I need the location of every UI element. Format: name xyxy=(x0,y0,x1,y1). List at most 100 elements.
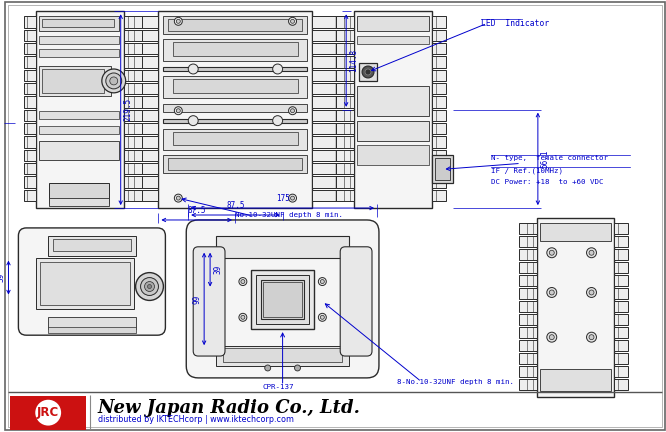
Bar xyxy=(519,340,537,351)
Bar xyxy=(42,69,104,93)
Bar xyxy=(25,96,36,108)
Bar xyxy=(519,249,537,260)
Bar xyxy=(614,327,628,338)
Bar xyxy=(357,121,429,140)
Text: LED  Indicator: LED Indicator xyxy=(482,19,549,29)
Bar xyxy=(124,163,142,175)
Circle shape xyxy=(589,250,594,255)
Bar xyxy=(129,56,159,68)
Bar xyxy=(25,176,36,188)
Bar xyxy=(129,123,159,134)
Bar xyxy=(39,16,119,31)
Bar xyxy=(129,30,159,41)
Bar xyxy=(519,379,537,390)
Text: 87.5: 87.5 xyxy=(187,206,206,215)
Bar xyxy=(25,56,36,68)
Bar xyxy=(519,353,537,364)
Bar xyxy=(129,163,159,175)
Bar xyxy=(25,163,36,175)
Bar xyxy=(124,56,142,68)
Bar xyxy=(216,236,349,258)
Bar xyxy=(357,36,429,44)
Bar xyxy=(129,16,159,28)
Bar xyxy=(25,30,36,41)
Text: 87.5: 87.5 xyxy=(226,201,244,210)
Circle shape xyxy=(318,278,326,286)
Bar xyxy=(124,110,142,121)
Bar xyxy=(614,275,628,286)
Bar xyxy=(537,218,614,397)
Bar xyxy=(25,137,36,148)
Bar xyxy=(124,190,142,201)
Bar xyxy=(39,36,119,44)
Bar xyxy=(163,76,308,98)
Circle shape xyxy=(35,400,61,426)
Text: 114.8: 114.8 xyxy=(349,49,358,72)
Bar xyxy=(312,150,342,161)
Text: distributed by IKTECHcorp | www.iktechcorp.com: distributed by IKTECHcorp | www.iktechco… xyxy=(98,415,294,424)
Bar xyxy=(519,223,537,234)
Bar xyxy=(39,111,119,119)
Bar xyxy=(159,11,312,208)
Circle shape xyxy=(264,365,270,371)
Bar xyxy=(614,288,628,299)
Circle shape xyxy=(589,335,594,340)
Bar xyxy=(36,258,134,309)
Circle shape xyxy=(290,19,294,23)
FancyBboxPatch shape xyxy=(19,228,165,335)
Bar xyxy=(39,49,119,57)
Bar xyxy=(519,366,537,377)
Circle shape xyxy=(176,19,180,23)
Circle shape xyxy=(272,116,282,126)
Bar xyxy=(614,223,628,234)
Circle shape xyxy=(288,194,296,202)
Bar xyxy=(336,110,354,121)
Bar xyxy=(216,346,349,366)
Bar xyxy=(336,16,354,28)
Bar xyxy=(614,236,628,247)
Bar xyxy=(25,190,36,201)
Bar xyxy=(432,163,446,175)
Bar xyxy=(163,129,308,150)
Circle shape xyxy=(241,315,245,319)
Circle shape xyxy=(106,73,122,89)
Bar xyxy=(11,396,86,429)
Circle shape xyxy=(549,250,554,255)
Bar xyxy=(432,110,446,121)
Bar xyxy=(129,137,159,148)
Bar xyxy=(39,140,119,160)
Bar xyxy=(432,70,446,81)
Bar xyxy=(312,163,342,175)
Bar xyxy=(357,86,429,116)
Bar xyxy=(25,123,36,134)
Bar xyxy=(540,223,611,241)
Bar xyxy=(432,176,446,188)
Bar xyxy=(519,301,537,312)
Bar xyxy=(25,70,36,81)
Bar xyxy=(432,150,446,161)
Circle shape xyxy=(176,196,180,200)
Bar xyxy=(39,66,111,96)
Bar xyxy=(124,176,142,188)
Circle shape xyxy=(145,282,155,292)
Bar xyxy=(25,83,36,95)
Bar xyxy=(519,275,537,286)
Bar xyxy=(173,132,298,146)
Bar xyxy=(223,348,342,362)
Bar xyxy=(129,110,159,121)
Text: IF / Ref.(10MHz): IF / Ref.(10MHz) xyxy=(492,167,563,174)
Circle shape xyxy=(174,17,182,25)
Circle shape xyxy=(241,280,245,283)
Circle shape xyxy=(547,248,557,258)
Bar xyxy=(432,96,446,108)
Bar xyxy=(336,96,354,108)
Bar xyxy=(163,156,308,173)
Bar xyxy=(312,56,342,68)
Circle shape xyxy=(547,332,557,342)
Bar xyxy=(312,190,342,201)
Bar xyxy=(336,70,354,81)
Bar xyxy=(432,56,446,68)
FancyBboxPatch shape xyxy=(186,220,379,378)
Bar xyxy=(336,30,354,41)
Bar xyxy=(312,16,342,28)
